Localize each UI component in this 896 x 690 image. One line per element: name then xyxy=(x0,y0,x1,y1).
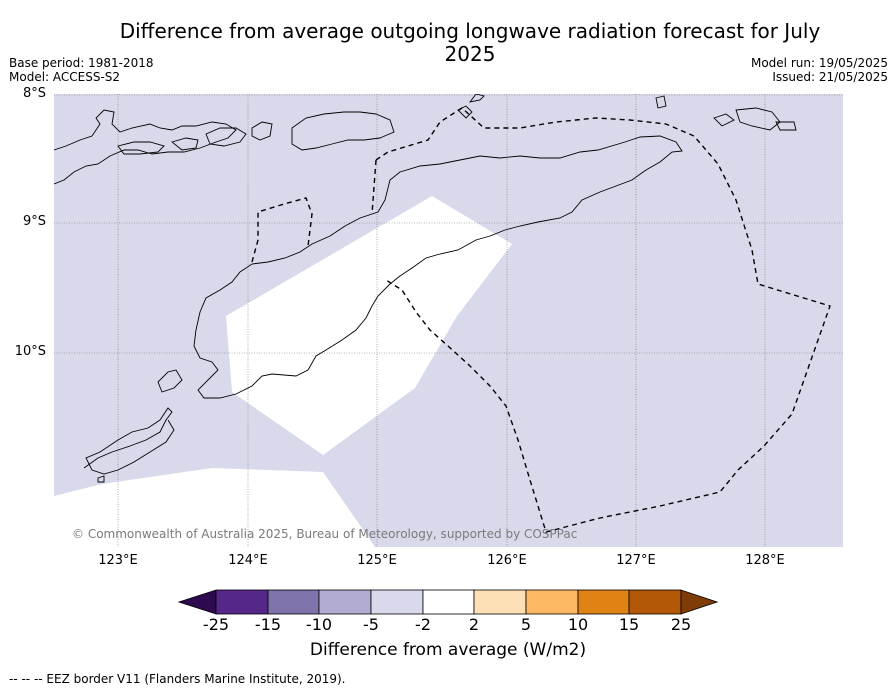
colorbar-segment-3 xyxy=(318,589,372,615)
lon-label-127e: 127°E xyxy=(616,553,656,568)
lakor-coastline xyxy=(775,121,797,131)
rote-coastline xyxy=(83,407,175,475)
lon-label-128e: 128°E xyxy=(745,553,785,568)
leti-coastline xyxy=(713,113,735,127)
kisar-coastline xyxy=(655,95,667,109)
colorbar-tick: 15 xyxy=(618,615,640,634)
eez-footnote: -- -- -- EEZ border V11 (Flanders Marine… xyxy=(9,672,346,686)
ndana-coastline xyxy=(97,475,105,483)
colorbar-segment-1 xyxy=(215,589,269,615)
alor-coastline xyxy=(291,111,395,151)
colorbar-arrow-high xyxy=(680,589,718,615)
graticule xyxy=(54,94,843,547)
pantar-coastline xyxy=(251,121,273,141)
colorbar-tick: -25 xyxy=(202,615,230,634)
solor-coastline xyxy=(117,141,165,155)
colorbar-segment-4 xyxy=(370,589,424,615)
colorbar-tick: 5 xyxy=(520,615,532,634)
colorbar-segment-8 xyxy=(577,589,630,615)
base-period: Base period: 1981-2018 xyxy=(9,56,154,70)
issued-date: Issued: 21/05/2025 xyxy=(772,70,888,84)
colorbar-tick: 10 xyxy=(567,615,589,634)
lat-label-9s: 9°S xyxy=(22,214,46,229)
colorbar-segment-6 xyxy=(473,589,527,615)
model-name: Model: ACCESS-S2 xyxy=(9,70,121,84)
lat-label-10s: 10°S xyxy=(14,344,46,359)
coastlines xyxy=(54,94,797,483)
colorbar-tick: -2 xyxy=(415,615,431,634)
lat-label-8s: 8°S xyxy=(22,86,46,101)
colorbar-tick: -10 xyxy=(305,615,333,634)
colorbar-tick: 25 xyxy=(670,615,692,634)
copyright-notice: © Commonwealth of Australia 2025, Bureau… xyxy=(72,527,578,541)
colorbar-label: Difference from average (W/m2) xyxy=(309,640,587,660)
colorbar-tick: 2 xyxy=(468,615,480,634)
lon-label-124e: 124°E xyxy=(228,553,268,568)
colorbar xyxy=(178,589,718,615)
eez-borders xyxy=(251,107,831,533)
neutral-region-south xyxy=(54,468,375,547)
colorbar-tick: -15 xyxy=(254,615,282,634)
colorbar-segment-2 xyxy=(267,589,320,615)
lembata-coastline xyxy=(205,127,247,147)
colorbar-segment-5 xyxy=(422,589,475,615)
map-canvas xyxy=(54,94,843,547)
timor-coastline xyxy=(193,135,683,399)
meta-right: Model run: 19/05/2025 Issued: 21/05/2025 xyxy=(751,56,888,84)
colorbar-segment-9 xyxy=(628,589,682,615)
lon-label-125e: 125°E xyxy=(357,553,397,568)
eez-border-timor-leste xyxy=(375,107,831,533)
flores-coastline xyxy=(54,109,237,185)
atauro-coastline xyxy=(457,105,473,119)
meta-left: Base period: 1981-2018 Model: ACCESS-S2 xyxy=(9,56,154,84)
model-run: Model run: 19/05/2025 xyxy=(750,56,888,70)
lon-label-126e: 126°E xyxy=(487,553,527,568)
colorbar-arrow-low xyxy=(178,589,217,615)
eez-border-west xyxy=(371,159,377,215)
map-title: Difference from average outgoing longwav… xyxy=(119,19,821,66)
wetar-coastline xyxy=(468,94,485,103)
moa-coastline xyxy=(735,107,781,131)
adonara-coastline xyxy=(171,137,199,151)
colorbar-tick: -5 xyxy=(363,615,379,634)
lon-label-123e: 123°E xyxy=(98,553,138,568)
eez-border-oecusse xyxy=(251,197,313,263)
colorbar-segment-7 xyxy=(525,589,579,615)
neutral-region-central xyxy=(226,196,512,455)
semau-coastline xyxy=(157,369,183,393)
